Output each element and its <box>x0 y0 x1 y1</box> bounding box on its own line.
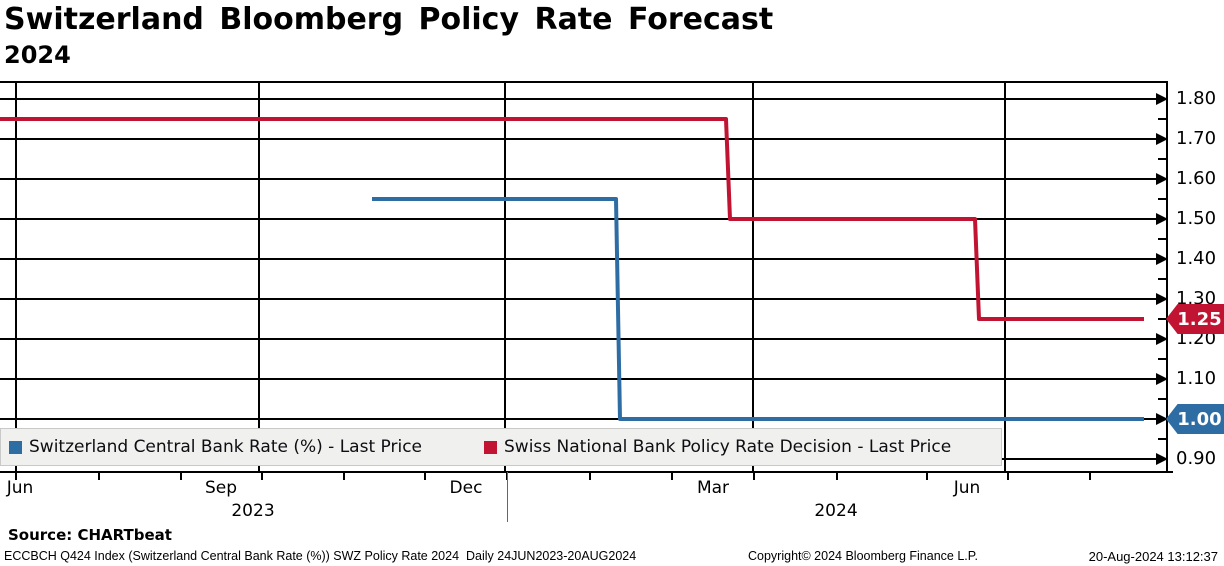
y-gridline <box>0 258 1166 260</box>
x-axis-tick <box>589 472 591 480</box>
x-axis-year-label: 2023 <box>231 501 275 521</box>
x-gridline <box>15 82 17 472</box>
badge-value: 1.00 <box>1177 408 1222 430</box>
y-axis-arrow-icon <box>1156 413 1168 425</box>
legend-swatch-red <box>484 440 497 454</box>
x-axis-tick <box>98 472 100 480</box>
x-axis-tick <box>424 472 426 480</box>
y-axis-label: 1.10 <box>1176 368 1217 389</box>
badge-value: 1.25 <box>1177 308 1222 330</box>
y-axis-minor-tick <box>1158 158 1167 160</box>
x-axis-month-label: Jun <box>953 478 981 498</box>
y-axis-minor-tick <box>1158 318 1167 320</box>
x-gridline <box>752 82 754 472</box>
copyright-notice: Copyright© 2024 Bloomberg Finance L.P. <box>748 549 978 563</box>
x-axis-tick <box>343 472 345 480</box>
legend-item-snb-policy-rate-decision[interactable]: Swiss National Bank Policy Rate Decision… <box>484 429 951 465</box>
y-axis-arrow-icon <box>1156 373 1168 385</box>
legend-strip: Switzerland Central Bank Rate (%) - Last… <box>0 428 1002 466</box>
x-axis-tick <box>836 472 838 480</box>
y-axis-label: 1.30 <box>1176 288 1217 309</box>
y-axis-line <box>1166 81 1168 473</box>
y-gridline <box>0 218 1166 220</box>
x-axis-tick <box>261 472 263 480</box>
y-axis-minor-tick <box>1158 278 1167 280</box>
y-axis-arrow-icon <box>1156 173 1168 185</box>
ticker-description: ECCBCH Q424 Index (Switzerland Central B… <box>4 549 637 563</box>
x-axis-month-label: Sep <box>204 478 238 498</box>
x-axis-tick <box>180 472 182 480</box>
y-axis-label: 0.90 <box>1176 448 1217 469</box>
x-axis-tick <box>1007 472 1009 480</box>
legend-label: Swiss National Bank Policy Rate Decision… <box>504 437 952 457</box>
y-axis-label: 1.70 <box>1176 128 1217 149</box>
y-axis-arrow-icon <box>1156 333 1168 345</box>
plot-top-border <box>0 81 1168 83</box>
x-axis-line <box>0 471 1173 473</box>
series-line-forecast-blue <box>372 197 1144 421</box>
x-axis-tick <box>15 472 17 480</box>
y-axis-label: 1.20 <box>1176 328 1217 349</box>
y-gridline <box>0 298 1166 300</box>
series-line-snb-red <box>0 117 1144 321</box>
y-axis-arrow-icon <box>1156 213 1168 225</box>
y-axis-minor-tick <box>1158 438 1167 440</box>
y-axis-minor-tick <box>1158 238 1167 240</box>
y-axis-arrow-icon <box>1156 453 1168 465</box>
x-axis-month-label: Jun <box>6 478 34 498</box>
y-axis-label: 1.40 <box>1176 248 1217 269</box>
chart-title: Switzerland Bloomberg Policy Rate Foreca… <box>4 2 774 37</box>
chart-subtitle: 2024 <box>4 41 71 69</box>
x-axis-month-label: Dec <box>449 478 483 498</box>
y-axis-label: 1.80 <box>1176 88 1217 109</box>
year-separator-line <box>507 472 508 522</box>
y-axis-label: 1.60 <box>1176 168 1217 189</box>
last-price-badge-snb-1-25: 1.25 <box>1166 304 1224 334</box>
y-gridline <box>0 338 1166 340</box>
source-caption: Source: CHARTbeat <box>8 526 172 544</box>
x-gridline <box>504 82 506 472</box>
y-axis-minor-tick <box>1158 198 1167 200</box>
y-axis-label: 1.50 <box>1176 208 1217 229</box>
x-axis-tick <box>1089 472 1091 480</box>
x-gridline <box>1004 82 1006 472</box>
y-gridline <box>0 378 1166 380</box>
y-axis-minor-tick <box>1158 358 1167 360</box>
legend-label: Switzerland Central Bank Rate (%) - Last… <box>29 437 423 457</box>
y-gridline <box>0 138 1166 140</box>
y-gridline <box>0 418 1166 420</box>
x-axis-year-label: 2024 <box>814 501 858 521</box>
x-axis-tick <box>671 472 673 480</box>
y-axis-arrow-icon <box>1156 93 1168 105</box>
y-axis-arrow-icon <box>1156 133 1168 145</box>
y-axis-arrow-icon <box>1156 293 1168 305</box>
y-gridline <box>0 178 1166 180</box>
x-axis-tick <box>753 472 755 480</box>
legend-item-switzerland-central-bank-rate[interactable]: Switzerland Central Bank Rate (%) - Last… <box>9 429 422 465</box>
y-axis-minor-tick <box>1158 118 1167 120</box>
y-axis-arrow-icon <box>1156 253 1168 265</box>
x-axis-tick <box>926 472 928 480</box>
timestamp: 20-Aug-2024 13:12:37 <box>1088 549 1218 564</box>
last-price-badge-forecast-1-00: 1.00 <box>1166 404 1224 434</box>
x-gridline <box>258 82 260 472</box>
y-axis-minor-tick <box>1158 398 1167 400</box>
legend-swatch-blue <box>9 440 22 454</box>
x-axis-month-label: Mar <box>696 478 730 498</box>
y-gridline <box>0 98 1166 100</box>
